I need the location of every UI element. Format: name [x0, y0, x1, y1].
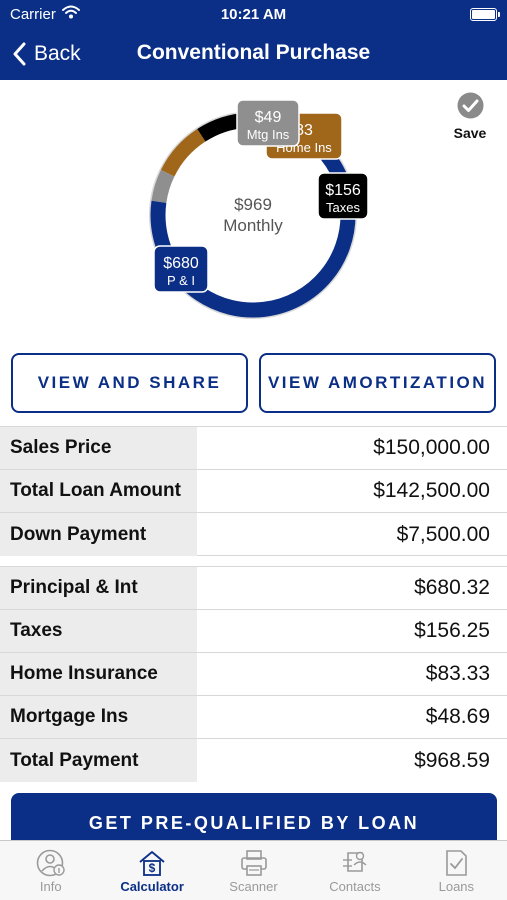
clock: 10:21 AM — [220, 6, 287, 23]
save-label: Save — [453, 125, 487, 141]
contacts-icon — [342, 851, 367, 872]
callout-value: $49 — [255, 109, 282, 126]
callout-label: P & I — [167, 273, 195, 288]
table-row: Down Payment $7,500.00 — [0, 513, 507, 556]
tab-scanner[interactable]: Scanner — [203, 841, 304, 900]
status-bar: Carrier 10:21 AM — [0, 0, 507, 30]
tab-label: Scanner — [229, 879, 278, 894]
row-label: Total Loan Amount — [0, 470, 197, 512]
row-label: Down Payment — [0, 513, 197, 556]
view-and-share-button[interactable]: VIEW AND SHARE — [11, 353, 248, 413]
row-value: $83.33 — [425, 662, 490, 685]
callout-label: Mtg Ins — [247, 127, 290, 142]
svg-text:$: $ — [149, 861, 156, 875]
callout-value: $680 — [163, 255, 199, 272]
chart-center-label: Monthly — [223, 216, 283, 235]
carrier-label: Carrier — [10, 6, 56, 23]
save-button[interactable]: Save — [447, 92, 493, 141]
row-value: $48.69 — [425, 705, 490, 728]
navigation-bar: Back Conventional Purchase — [0, 30, 507, 80]
callout-value: $156 — [325, 182, 361, 199]
chevron-left-icon — [13, 42, 26, 66]
calculator-icon: $ — [139, 851, 165, 876]
battery-icon — [470, 8, 500, 21]
tab-calculator[interactable]: $ Calculator — [101, 841, 202, 900]
back-button[interactable]: Back — [12, 39, 81, 69]
wifi-icon — [62, 5, 80, 24]
checkmark-circle-icon — [457, 92, 483, 119]
row-label: Home Insurance — [0, 653, 197, 695]
row-label: Mortgage Ins — [0, 696, 197, 738]
tab-info[interactable]: Info — [0, 841, 101, 900]
table-row: Home Insurance $83.33 — [0, 653, 507, 696]
table-row: Principal & Int $680.32 — [0, 567, 507, 610]
info-icon — [36, 849, 65, 877]
loans-icon — [446, 850, 468, 876]
row-value: $142,500.00 — [373, 479, 490, 502]
row-value: $7,500.00 — [396, 522, 490, 546]
tab-label: Contacts — [329, 879, 381, 894]
chart-center-value: $969 — [234, 195, 272, 214]
view-amortization-button[interactable]: VIEW AMORTIZATION — [259, 353, 496, 413]
callout-label: Taxes — [326, 200, 360, 215]
tab-label: Calculator — [120, 879, 184, 894]
payment-chart-area: $969 Monthly $680 P & I $156 Taxes 83 Home In… — [0, 80, 507, 345]
row-label: Total Payment — [0, 739, 197, 782]
row-label: Taxes — [0, 610, 197, 652]
row-value: $968.59 — [414, 748, 490, 772]
donut-slice-home-ins — [160, 128, 206, 177]
scanner-icon — [240, 850, 267, 876]
tab-contacts[interactable]: Contacts — [304, 841, 405, 900]
tab-label: Loans — [438, 879, 475, 894]
table-row: Total Loan Amount $142,500.00 — [0, 470, 507, 513]
donut-slice-mtg-ins — [151, 169, 175, 204]
tab-loans[interactable]: Loans — [406, 841, 507, 900]
row-value: $156.25 — [414, 619, 490, 642]
row-label: Principal & Int — [0, 567, 197, 609]
tab-label: Info — [39, 879, 62, 894]
payment-breakdown-table: Principal & Int $680.32 Taxes $156.25 Ho… — [0, 566, 507, 782]
table-row: Total Payment $968.59 — [0, 739, 507, 782]
row-value: $150,000.00 — [373, 436, 490, 459]
loan-summary-table: Sales Price $150,000.00 Total Loan Amoun… — [0, 426, 507, 556]
table-row: Mortgage Ins $48.69 — [0, 696, 507, 739]
back-label: Back — [34, 42, 81, 65]
table-row: Taxes $156.25 — [0, 610, 507, 653]
tab-bar: Info $ Calculator Scanner Contacts — [0, 840, 507, 900]
row-label: Sales Price — [0, 427, 197, 469]
table-row: Sales Price $150,000.00 — [0, 427, 507, 470]
row-value: $680.32 — [414, 576, 490, 599]
